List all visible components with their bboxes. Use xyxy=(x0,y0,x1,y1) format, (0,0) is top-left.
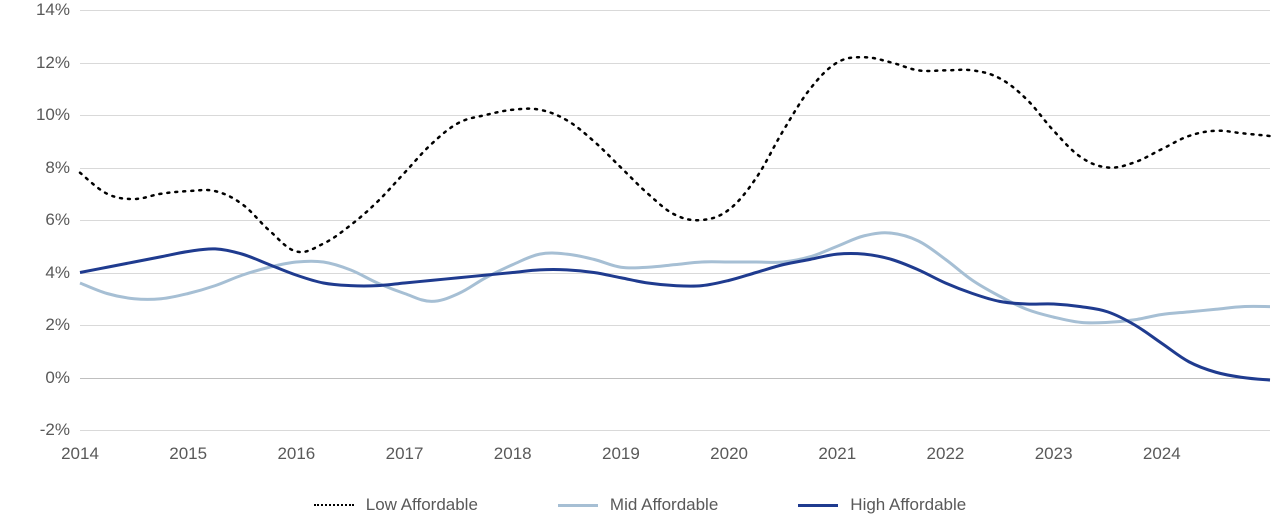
x-tick-label: 2015 xyxy=(169,430,207,464)
legend-swatch xyxy=(798,504,838,507)
legend-item: Mid Affordable xyxy=(558,495,718,515)
legend-item: High Affordable xyxy=(798,495,966,515)
y-tick-label: 6% xyxy=(45,210,80,230)
series-high-affordable xyxy=(80,249,1270,380)
legend-swatch xyxy=(314,504,354,506)
x-tick-label: 2014 xyxy=(61,430,99,464)
x-tick-label: 2023 xyxy=(1035,430,1073,464)
legend: Low Affordable Mid Affordable High Afforda… xyxy=(0,495,1280,515)
affordability-line-chart: -2%0%2%4%6%8%10%12%14%201420152016201720… xyxy=(0,0,1280,529)
series-low-affordable xyxy=(80,57,1270,252)
x-tick-label: 2021 xyxy=(818,430,856,464)
x-tick-label: 2022 xyxy=(927,430,965,464)
x-tick-label: 2018 xyxy=(494,430,532,464)
y-tick-label: 12% xyxy=(36,53,80,73)
x-tick-label: 2017 xyxy=(386,430,424,464)
x-tick-label: 2016 xyxy=(277,430,315,464)
y-tick-label: 8% xyxy=(45,158,80,178)
legend-label: Mid Affordable xyxy=(610,495,718,515)
gridline-y xyxy=(80,430,1270,431)
plot-area: -2%0%2%4%6%8%10%12%14%201420152016201720… xyxy=(80,10,1270,430)
y-tick-label: 14% xyxy=(36,0,80,20)
x-tick-label: 2019 xyxy=(602,430,640,464)
y-tick-label: 0% xyxy=(45,368,80,388)
legend-label: High Affordable xyxy=(850,495,966,515)
x-tick-label: 2024 xyxy=(1143,430,1181,464)
y-tick-label: 10% xyxy=(36,105,80,125)
legend-label: Low Affordable xyxy=(366,495,478,515)
y-tick-label: 4% xyxy=(45,263,80,283)
legend-item: Low Affordable xyxy=(314,495,478,515)
series-layer xyxy=(80,10,1270,430)
y-tick-label: 2% xyxy=(45,315,80,335)
legend-swatch xyxy=(558,504,598,507)
x-tick-label: 2020 xyxy=(710,430,748,464)
